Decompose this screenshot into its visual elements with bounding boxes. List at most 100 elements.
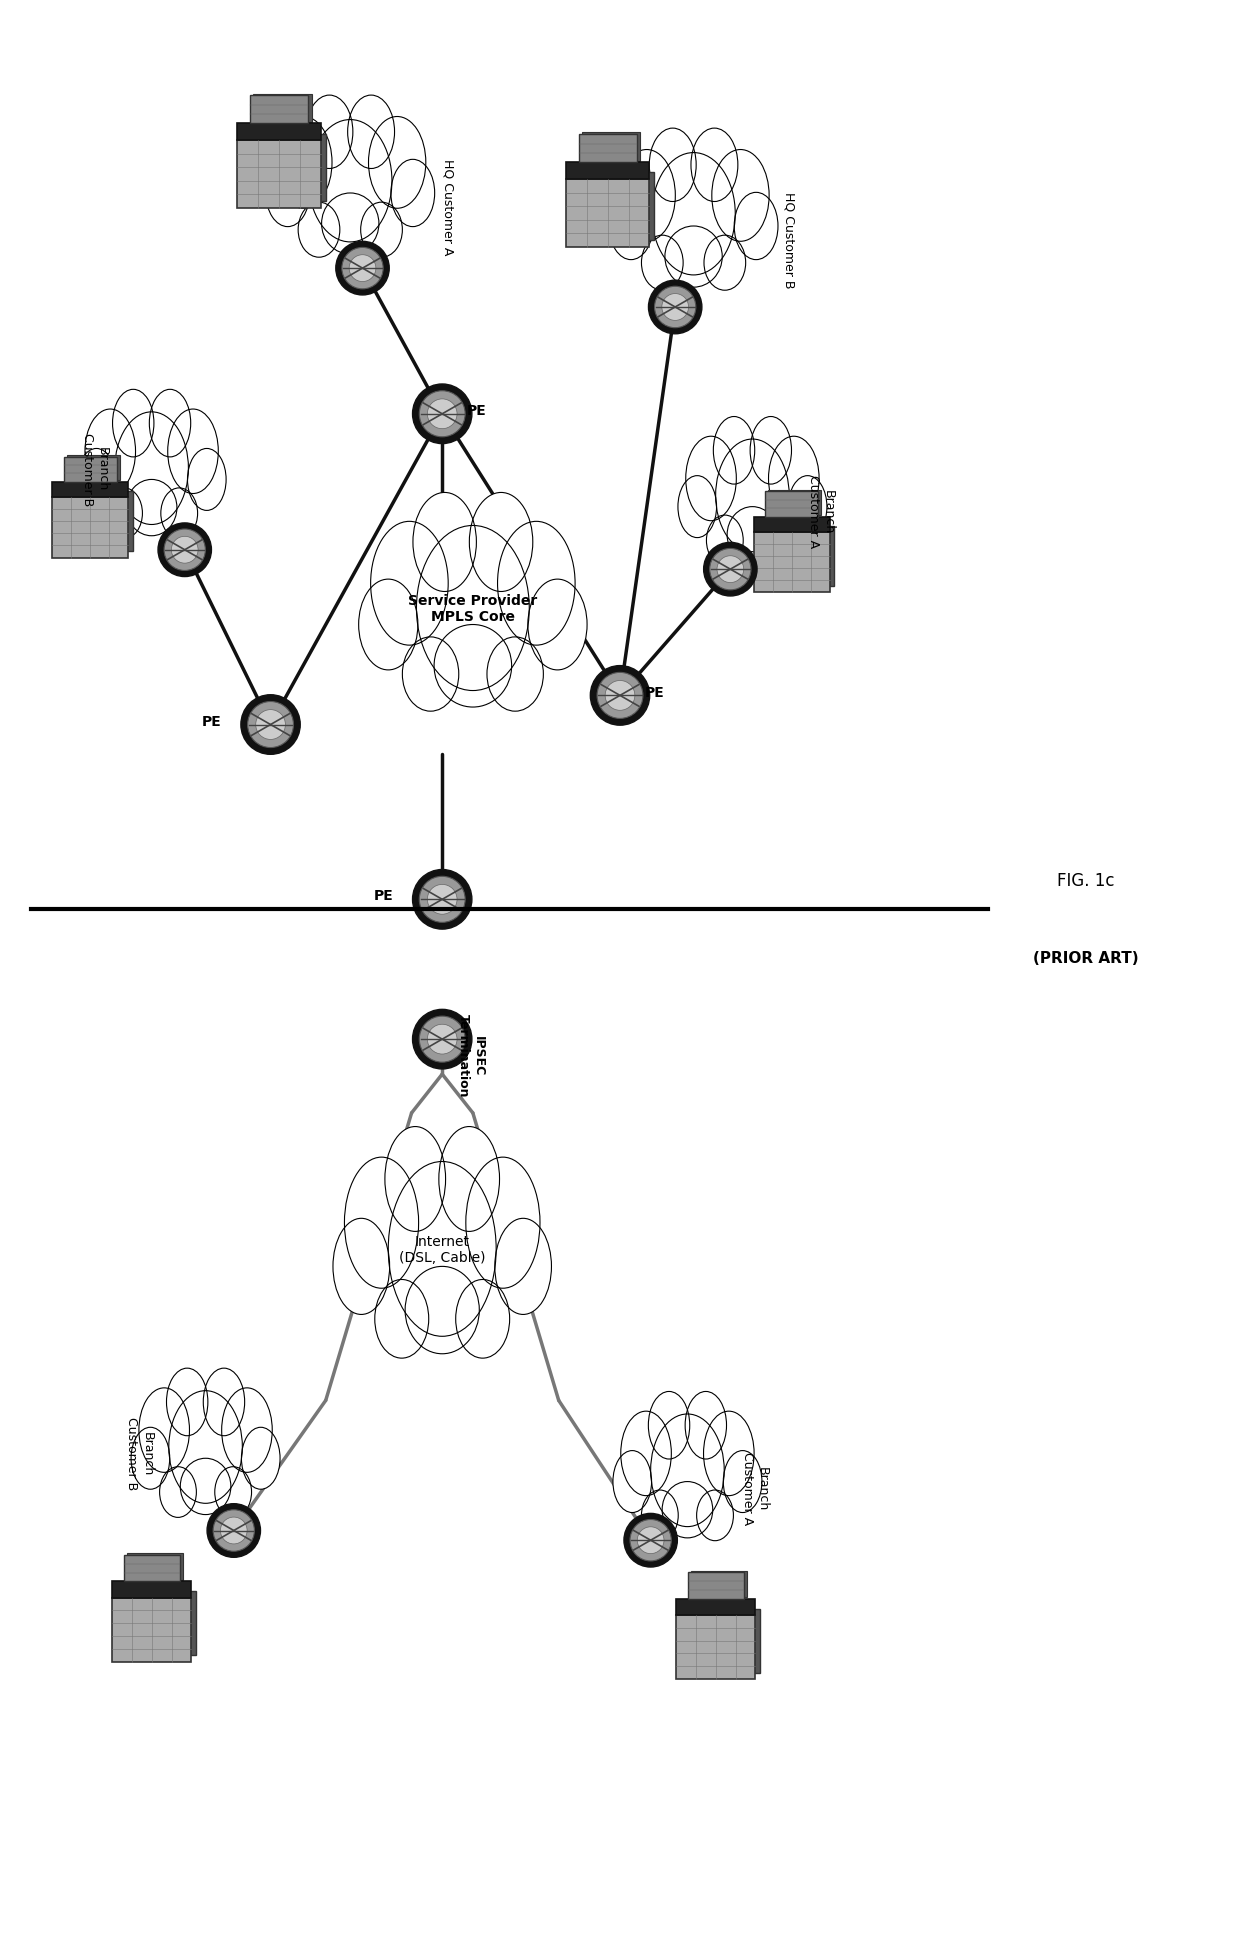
Ellipse shape <box>665 227 722 287</box>
FancyBboxPatch shape <box>243 135 326 201</box>
FancyBboxPatch shape <box>565 180 650 248</box>
Ellipse shape <box>621 1412 671 1496</box>
FancyBboxPatch shape <box>237 141 321 209</box>
FancyBboxPatch shape <box>250 96 309 125</box>
Ellipse shape <box>712 151 769 242</box>
Text: HQ Customer B: HQ Customer B <box>782 192 796 287</box>
Ellipse shape <box>686 1392 727 1458</box>
FancyBboxPatch shape <box>765 493 818 518</box>
Ellipse shape <box>358 581 418 671</box>
Ellipse shape <box>662 1482 713 1539</box>
Ellipse shape <box>605 680 635 712</box>
Ellipse shape <box>413 1011 472 1069</box>
FancyBboxPatch shape <box>57 491 133 551</box>
Ellipse shape <box>598 673 642 719</box>
Ellipse shape <box>161 489 197 540</box>
Ellipse shape <box>434 626 512 708</box>
Ellipse shape <box>171 538 198 563</box>
Text: Branch
Customer B: Branch Customer B <box>125 1417 154 1490</box>
FancyBboxPatch shape <box>582 133 640 162</box>
Ellipse shape <box>686 438 737 522</box>
FancyBboxPatch shape <box>126 1554 182 1580</box>
Ellipse shape <box>265 160 310 227</box>
Text: Service Provider
MPLS Core: Service Provider MPLS Core <box>408 594 537 624</box>
Ellipse shape <box>750 416 791 485</box>
Ellipse shape <box>321 194 379 254</box>
Ellipse shape <box>347 96 394 170</box>
FancyBboxPatch shape <box>572 174 655 240</box>
Ellipse shape <box>164 530 206 571</box>
Ellipse shape <box>77 450 115 510</box>
Ellipse shape <box>157 524 212 577</box>
Ellipse shape <box>590 667 650 725</box>
Ellipse shape <box>713 416 755 485</box>
FancyBboxPatch shape <box>769 491 821 516</box>
FancyBboxPatch shape <box>112 1597 191 1662</box>
Ellipse shape <box>391 160 435 227</box>
Ellipse shape <box>255 710 285 741</box>
Ellipse shape <box>149 391 191 457</box>
Ellipse shape <box>275 117 332 209</box>
Ellipse shape <box>641 1490 678 1541</box>
Ellipse shape <box>86 411 135 495</box>
Ellipse shape <box>428 886 458 915</box>
FancyBboxPatch shape <box>676 1599 755 1615</box>
Ellipse shape <box>618 151 676 242</box>
Ellipse shape <box>419 878 465 923</box>
Ellipse shape <box>456 1281 510 1359</box>
Ellipse shape <box>428 1024 458 1054</box>
Ellipse shape <box>169 1390 242 1503</box>
Ellipse shape <box>641 237 683 291</box>
Ellipse shape <box>298 203 340 258</box>
FancyBboxPatch shape <box>754 518 830 532</box>
Ellipse shape <box>113 391 154 457</box>
Ellipse shape <box>242 1427 280 1490</box>
Ellipse shape <box>388 1161 496 1337</box>
Text: HQ Customer A: HQ Customer A <box>441 158 455 254</box>
Ellipse shape <box>405 1267 480 1355</box>
Ellipse shape <box>384 1126 445 1232</box>
Text: Internet
(DSL, Cable): Internet (DSL, Cable) <box>399 1234 486 1265</box>
Ellipse shape <box>761 516 799 567</box>
Ellipse shape <box>651 1413 724 1527</box>
Ellipse shape <box>180 1458 231 1515</box>
Text: (PRIOR ART): (PRIOR ART) <box>1033 950 1138 966</box>
Ellipse shape <box>342 248 383 289</box>
Ellipse shape <box>350 256 376 282</box>
Ellipse shape <box>613 1451 651 1513</box>
FancyBboxPatch shape <box>63 457 117 483</box>
Ellipse shape <box>336 242 389 295</box>
Text: Branch
Customer B: Branch Customer B <box>82 432 109 506</box>
FancyBboxPatch shape <box>758 526 835 586</box>
Text: PE: PE <box>645 684 665 700</box>
FancyBboxPatch shape <box>52 483 128 499</box>
Text: FIG. 1c: FIG. 1c <box>1058 872 1115 890</box>
Ellipse shape <box>207 1503 260 1558</box>
FancyBboxPatch shape <box>117 1591 196 1656</box>
Ellipse shape <box>413 870 472 931</box>
Ellipse shape <box>487 637 543 712</box>
FancyBboxPatch shape <box>52 499 128 559</box>
FancyBboxPatch shape <box>253 94 311 123</box>
Ellipse shape <box>241 696 300 755</box>
Ellipse shape <box>703 1412 754 1496</box>
Ellipse shape <box>306 96 353 170</box>
Ellipse shape <box>650 129 696 203</box>
Ellipse shape <box>221 1517 247 1544</box>
Ellipse shape <box>703 543 758 596</box>
Ellipse shape <box>495 1218 552 1316</box>
FancyBboxPatch shape <box>124 1554 180 1582</box>
Ellipse shape <box>704 237 745 291</box>
Ellipse shape <box>222 1388 273 1472</box>
Ellipse shape <box>187 450 226 510</box>
Ellipse shape <box>637 1527 663 1554</box>
Ellipse shape <box>160 1466 196 1517</box>
Ellipse shape <box>139 1388 190 1472</box>
Ellipse shape <box>497 522 575 645</box>
Ellipse shape <box>413 385 472 444</box>
Ellipse shape <box>717 557 744 583</box>
FancyBboxPatch shape <box>112 1582 191 1597</box>
Ellipse shape <box>167 411 218 495</box>
FancyBboxPatch shape <box>237 125 321 141</box>
Ellipse shape <box>248 702 294 749</box>
